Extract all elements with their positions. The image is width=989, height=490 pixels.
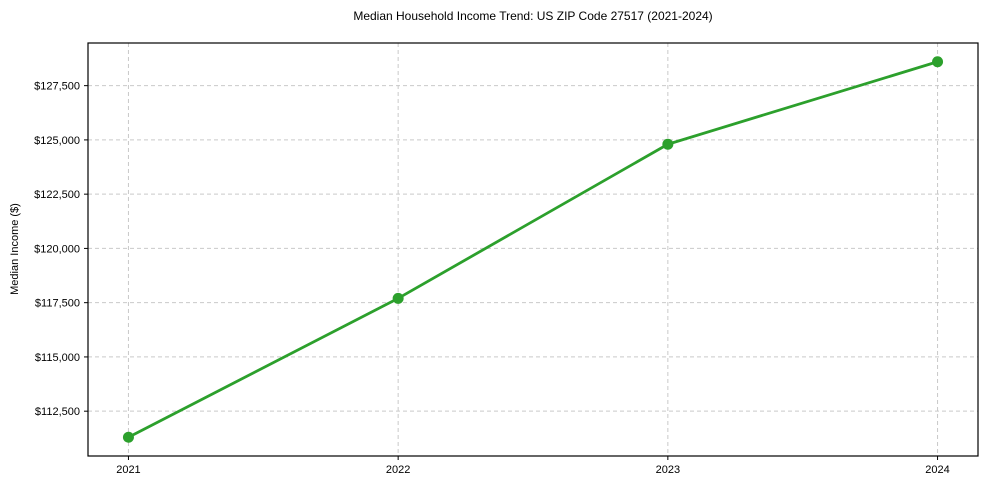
data-point-marker xyxy=(392,292,404,304)
data-point-marker xyxy=(932,56,944,68)
y-tick-label: $115,000 xyxy=(35,352,80,364)
y-tick-label: $112,500 xyxy=(35,406,80,418)
y-tick-label: $122,500 xyxy=(34,189,80,201)
y-tick-label: $117,500 xyxy=(35,298,80,310)
y-tick-label: $125,000 xyxy=(34,135,80,147)
x-tick-label: 2022 xyxy=(386,464,410,476)
plot-border xyxy=(87,42,979,457)
data-point-marker xyxy=(122,431,134,443)
data-point-marker xyxy=(662,138,674,150)
y-tick-label: $120,000 xyxy=(34,243,80,255)
x-tick-label: 2024 xyxy=(925,464,949,476)
chart-title: Median Household Income Trend: US ZIP Co… xyxy=(353,9,713,23)
x-tick-label: 2021 xyxy=(116,464,140,476)
x-tick-label: 2023 xyxy=(656,464,680,476)
y-tick-label: $127,500 xyxy=(34,81,80,93)
income-trend-line xyxy=(127,60,939,439)
